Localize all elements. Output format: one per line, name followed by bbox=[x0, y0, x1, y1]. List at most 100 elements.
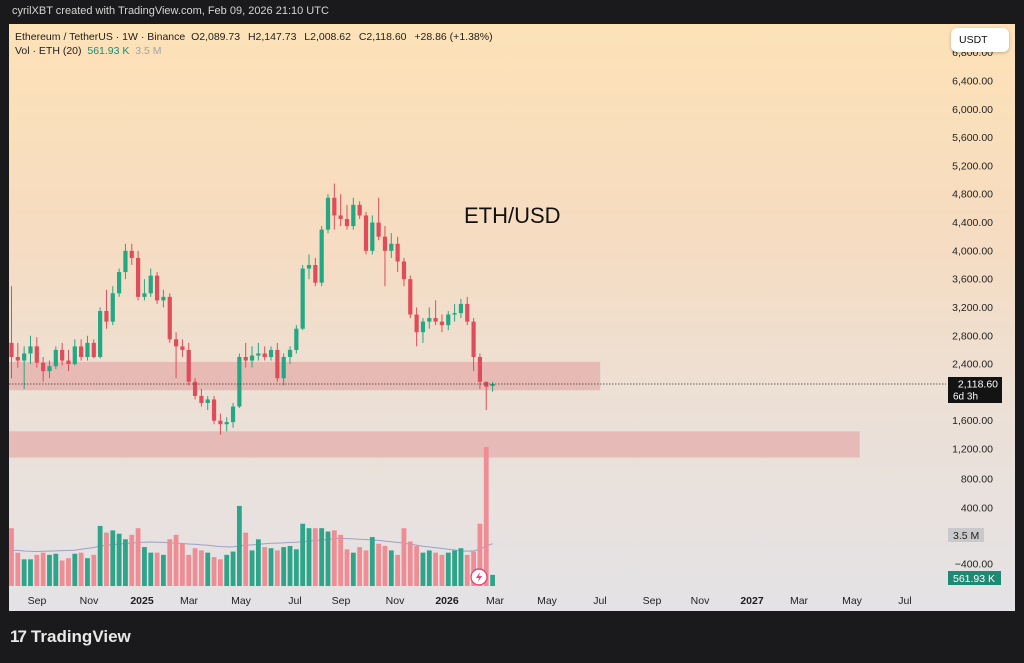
candle-body[interactable] bbox=[465, 303, 470, 322]
candle-body[interactable] bbox=[249, 355, 255, 361]
volume-bar bbox=[249, 550, 255, 586]
candle-body[interactable] bbox=[458, 303, 464, 314]
candle-body[interactable] bbox=[332, 197, 337, 216]
candle-body[interactable] bbox=[471, 321, 476, 357]
candle-body[interactable] bbox=[192, 381, 198, 396]
candle-body[interactable] bbox=[22, 353, 27, 361]
candle-body[interactable] bbox=[129, 250, 134, 258]
candle-body[interactable] bbox=[262, 353, 267, 357]
candle-body[interactable] bbox=[173, 339, 179, 347]
candle-body[interactable] bbox=[60, 349, 65, 361]
volume-ma-value: 3.5 M bbox=[135, 45, 162, 57]
candle-body[interactable] bbox=[136, 257, 141, 297]
candle-body[interactable] bbox=[224, 422, 229, 425]
price-axis: 6,800.006,400.006,000.005,600.005,200.00… bbox=[952, 47, 993, 570]
candle-body[interactable] bbox=[9, 342, 14, 357]
candle-body[interactable] bbox=[446, 314, 451, 326]
candle-body[interactable] bbox=[427, 318, 432, 322]
candle-body[interactable] bbox=[363, 215, 369, 251]
candle-body[interactable] bbox=[104, 311, 109, 322]
candle-body[interactable] bbox=[28, 346, 33, 354]
candle-body[interactable] bbox=[205, 399, 210, 403]
candle-body[interactable] bbox=[344, 219, 350, 227]
candle-body[interactable] bbox=[389, 243, 394, 251]
candle-body[interactable] bbox=[79, 346, 84, 357]
candle-body[interactable] bbox=[294, 328, 299, 350]
candle-body[interactable] bbox=[243, 357, 248, 361]
candle-body[interactable] bbox=[351, 204, 356, 227]
chart-svg[interactable]: 6,800.006,400.006,000.005,600.005,200.00… bbox=[9, 24, 1015, 611]
candle-body[interactable] bbox=[66, 360, 71, 365]
candle-body[interactable] bbox=[420, 321, 426, 333]
candle-body[interactable] bbox=[211, 399, 217, 421]
candle-body[interactable] bbox=[281, 357, 286, 379]
volume-bar bbox=[135, 528, 141, 586]
support-zone-2[interactable] bbox=[9, 431, 860, 458]
candle-body[interactable] bbox=[98, 311, 103, 357]
candle-body[interactable] bbox=[123, 250, 128, 273]
candle-body[interactable] bbox=[395, 243, 400, 262]
volume-bar bbox=[477, 523, 483, 586]
candle-body[interactable] bbox=[72, 346, 77, 365]
candle-body[interactable] bbox=[161, 296, 166, 301]
close-label: C bbox=[358, 31, 367, 43]
candle-body[interactable] bbox=[154, 275, 160, 301]
candle-body[interactable] bbox=[167, 296, 172, 340]
candle-body[interactable] bbox=[218, 420, 223, 425]
low-value: 2,008.62 bbox=[310, 31, 351, 43]
candle-body[interactable] bbox=[275, 349, 280, 379]
time-tick-label: Sep bbox=[28, 595, 47, 607]
candle-body[interactable] bbox=[370, 222, 375, 251]
volume-bar bbox=[414, 545, 420, 586]
candle-body[interactable] bbox=[230, 406, 236, 423]
candle-body[interactable] bbox=[433, 318, 438, 322]
candle-body[interactable] bbox=[401, 261, 407, 280]
volume-ma-path bbox=[11, 537, 493, 553]
candle-body[interactable] bbox=[117, 272, 122, 294]
candle-body[interactable] bbox=[306, 265, 312, 269]
candle-body[interactable] bbox=[490, 383, 495, 387]
candle-body[interactable] bbox=[414, 314, 419, 333]
candle-body[interactable] bbox=[53, 349, 58, 367]
candle-body[interactable] bbox=[338, 215, 343, 219]
candle-body[interactable] bbox=[357, 204, 362, 216]
tradingview-logo[interactable]: 17 TradingView bbox=[10, 627, 131, 647]
candle-body[interactable] bbox=[148, 275, 153, 294]
currency-selector-button[interactable]: USDT bbox=[951, 28, 1009, 52]
candle-body[interactable] bbox=[477, 357, 483, 382]
candle-body[interactable] bbox=[268, 349, 274, 357]
candle-body[interactable] bbox=[408, 279, 413, 315]
chart-caption: cyrilXBT created with TradingView.com, F… bbox=[12, 5, 329, 17]
candle-body[interactable] bbox=[85, 342, 90, 357]
candle-body[interactable] bbox=[319, 229, 324, 283]
candle-body[interactable] bbox=[287, 349, 293, 357]
candle-body[interactable] bbox=[91, 342, 96, 357]
lightning-icon[interactable] bbox=[470, 568, 488, 586]
candle-body[interactable] bbox=[142, 293, 147, 297]
price-tick-label: 4,000.00 bbox=[952, 245, 993, 257]
candle-body[interactable] bbox=[199, 395, 204, 403]
current-price-tag bbox=[948, 376, 1002, 403]
candle-body[interactable] bbox=[15, 357, 20, 361]
candle-body[interactable] bbox=[110, 293, 115, 322]
support-zone-1[interactable] bbox=[9, 361, 601, 391]
volume-bar bbox=[300, 523, 306, 586]
candle-body[interactable] bbox=[376, 222, 381, 237]
candle-body[interactable] bbox=[34, 346, 39, 363]
candle-body[interactable] bbox=[300, 268, 305, 329]
candle-body[interactable] bbox=[186, 349, 191, 382]
volume-bar bbox=[47, 554, 52, 586]
candle-body[interactable] bbox=[256, 353, 261, 356]
candle-body[interactable] bbox=[180, 346, 185, 350]
volume-bar bbox=[464, 554, 470, 586]
candle-body[interactable] bbox=[237, 357, 242, 407]
candle-body[interactable] bbox=[452, 313, 457, 315]
candle-body[interactable] bbox=[382, 236, 388, 251]
volume-bar bbox=[274, 550, 280, 586]
candle-body[interactable] bbox=[313, 265, 318, 283]
candle-body[interactable] bbox=[439, 321, 445, 326]
candle-body[interactable] bbox=[325, 197, 331, 230]
candle-body[interactable] bbox=[47, 366, 52, 372]
chart-panel[interactable]: 6,800.00 6,400.00 6,000.00 5,600.00 5,200.00… bbox=[9, 24, 1015, 611]
candle-body[interactable] bbox=[41, 362, 46, 372]
